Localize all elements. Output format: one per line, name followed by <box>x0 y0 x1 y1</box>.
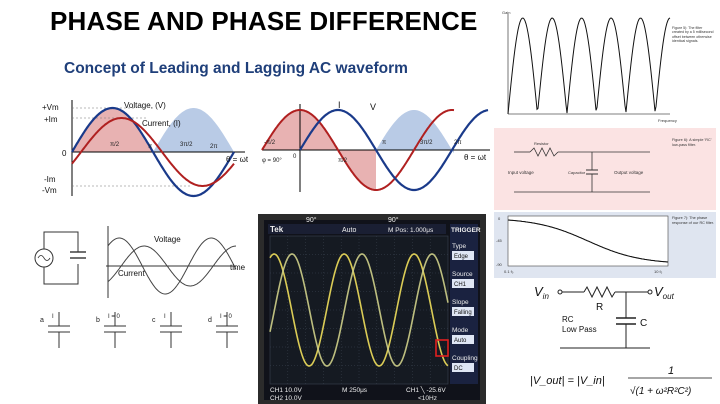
vin-label: Vin <box>534 284 549 301</box>
x-tick-right: 10 f₀ <box>654 269 663 274</box>
mid-caption: Figure 6): A simple 'RC' low-pass filter… <box>672 138 712 147</box>
rc-desc-2: Low Pass <box>562 325 597 334</box>
trigger-menu-title: TRIGGER <box>451 227 481 234</box>
scope-marker-2: 90° <box>388 216 399 224</box>
cap-note: I = 0 <box>108 314 121 320</box>
c-label: C <box>640 318 647 329</box>
current-label: Current, (I) <box>142 119 181 128</box>
scope-trig: CH1 ╲ -25.6V <box>406 385 446 394</box>
rc-low-pass-circuit: Vin Vout R C RC Low Pass |V_out| = |V_in… <box>530 284 712 397</box>
tick-2pi: 2π <box>454 140 461 146</box>
capacitor-label: Capacitor <box>568 170 586 175</box>
y-tick-90: -90 <box>496 262 503 267</box>
cap-letter: b <box>96 317 100 324</box>
menu-value-box[interactable] <box>452 335 474 344</box>
menu-label: Source <box>452 271 473 278</box>
voltage-label: Voltage, (V) <box>124 101 166 110</box>
tick-half-pi: π/2 <box>338 158 348 164</box>
vout-label: Vout <box>654 284 675 301</box>
page-subtitle: Concept of Leading and Lagging AC wavefo… <box>64 60 408 77</box>
current-label: Current <box>118 269 145 278</box>
label-vm: +Vm <box>42 103 59 112</box>
oscilloscope-screenshot: Tek 90° 90° Auto M Pos: 1.000μs TRIGGER … <box>258 214 486 404</box>
label-neg-vm: -Vm <box>42 186 57 195</box>
gain-label: Gain <box>502 10 510 15</box>
menu-label: Slope <box>452 299 469 306</box>
tick-half-pi: π/2 <box>110 142 120 148</box>
scope-marker-1: 90° <box>306 216 317 224</box>
cap-letter: d <box>208 317 212 324</box>
menu-value-box[interactable] <box>452 307 474 316</box>
tick-2pi: 2π <box>210 144 217 150</box>
voltage-label: Voltage <box>154 235 181 244</box>
menu-label: Mode <box>452 327 469 334</box>
axis-label: θ = ωt <box>226 155 248 164</box>
tick-3half-pi: 3π/2 <box>180 142 193 148</box>
menu-value: Edge <box>454 254 469 260</box>
label-neg-im: -Im <box>44 175 56 184</box>
menu-value: CH1 <box>454 282 467 288</box>
scope-ch1: CH1 10.0V <box>270 387 302 394</box>
tick-neg-half-pi: -π/2 <box>264 140 276 146</box>
formula-lhs: |V_out| = |V_in| <box>530 375 605 387</box>
menu-value: DC <box>454 366 463 372</box>
formula-denominator: √(1 + ω²R²C²) <box>630 385 691 397</box>
r-label: R <box>596 302 603 313</box>
menu-value-box[interactable] <box>452 363 474 372</box>
bot-caption: Figure 7): The phase response of our RC … <box>672 216 714 225</box>
formula-numerator: 1 <box>668 365 674 377</box>
label-zero: 0 <box>62 149 67 158</box>
scope-ch2: CH2 10.0V <box>270 395 302 402</box>
y-tick-45: -45 <box>496 238 503 243</box>
scope-time: M 250μs <box>342 387 368 394</box>
tick-pi: π <box>382 140 386 146</box>
menu-value-box[interactable] <box>452 251 474 260</box>
menu-value: Falling <box>454 310 472 316</box>
phase-diagram-leading-lagging: +Vm +Im 0 -Im -Vm Voltage, (V) Current, … <box>42 100 248 198</box>
page-title: PHASE AND PHASE DIFFERENCE <box>50 6 478 36</box>
zero-label: 0 <box>293 154 297 160</box>
time-label: time <box>230 263 246 272</box>
phase-note: φ = 90° <box>262 158 282 164</box>
cap-letter: a <box>40 317 44 324</box>
cap-note: I = 0 <box>220 314 233 320</box>
i-label: I <box>338 100 341 110</box>
phase-diagram-90-degree: I V -π/2 π/2 π 3π/2 2π θ = ωt φ = 90° 0 <box>261 100 490 192</box>
output-voltage-label: Output voltage <box>614 170 644 175</box>
label-im: +Im <box>44 115 58 124</box>
filter-panels: Gain Frequency Figure 5): The filter cre… <box>494 6 716 278</box>
tick-pi: π <box>148 144 152 150</box>
menu-value-box[interactable] <box>452 279 474 288</box>
scope-mode: Auto <box>342 227 357 234</box>
trigger-highlight <box>435 339 449 357</box>
top-caption: Figure 5): The filter created by a 5 mil… <box>672 26 714 43</box>
scope-mpos: M Pos: 1.000μs <box>388 227 434 234</box>
menu-label: Type <box>452 243 466 250</box>
axis-label: θ = ωt <box>464 153 487 162</box>
frequency-label: Frequency <box>658 118 677 123</box>
x-tick-left: 0.1 f₀ <box>504 269 514 274</box>
menu-label: Coupling <box>452 355 478 362</box>
scope-freq: <10Hz <box>418 395 437 402</box>
resistor-label: Resistor <box>534 141 549 146</box>
cap-letter: c <box>152 317 156 324</box>
v-label: V <box>370 102 376 112</box>
tick-3half-pi: 3π/2 <box>420 140 433 146</box>
menu-value: Auto <box>454 338 467 344</box>
rc-desc-1: RC <box>562 315 574 324</box>
scope-brand: Tek <box>270 225 284 234</box>
y-tick-0: 0 <box>498 216 501 221</box>
cap-note: I <box>164 314 166 320</box>
cap-note: I <box>52 314 54 320</box>
input-voltage-label: Input voltage <box>508 170 534 175</box>
